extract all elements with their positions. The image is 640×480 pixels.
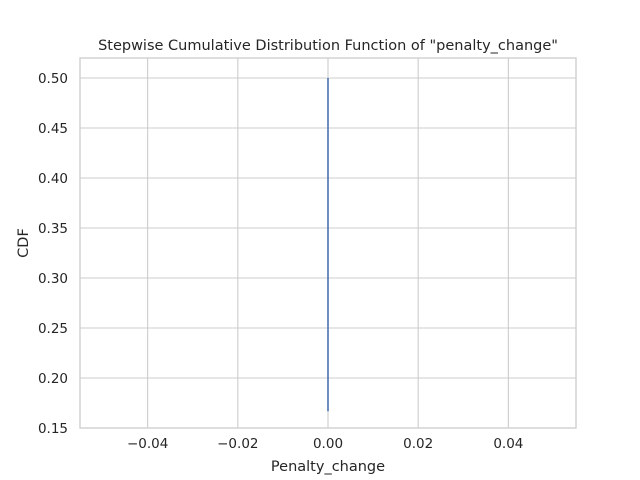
y-tick-label: 0.40 <box>38 171 68 187</box>
chart-title: Stepwise Cumulative Distribution Functio… <box>98 38 558 54</box>
y-tick-label: 0.25 <box>38 321 68 337</box>
y-tick-label: 0.15 <box>38 421 68 437</box>
x-tick-label: 0.02 <box>403 436 433 452</box>
x-tick-label: 0.04 <box>493 436 523 452</box>
y-tick-label: 0.20 <box>38 371 68 387</box>
x-tick-label: 0.00 <box>313 436 343 452</box>
x-axis-label: Penalty_change <box>271 459 385 475</box>
y-tick-label: 0.50 <box>38 71 68 87</box>
x-tick-label: −0.02 <box>217 436 258 452</box>
x-axis-ticks: −0.04 −0.02 0.00 0.02 0.04 <box>127 436 523 452</box>
y-axis-ticks: 0.15 0.20 0.25 0.30 0.35 0.40 0.45 0.50 <box>38 71 68 437</box>
y-axis-label: CDF <box>16 228 32 258</box>
y-tick-label: 0.30 <box>38 271 68 287</box>
plot-frame <box>79 57 577 429</box>
x-tick-label: −0.04 <box>127 436 168 452</box>
y-tick-label: 0.35 <box>38 221 68 237</box>
y-tick-label: 0.45 <box>38 121 68 137</box>
